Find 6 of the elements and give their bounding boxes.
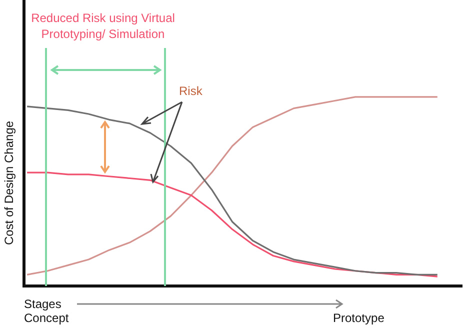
text: Prototype	[333, 311, 385, 325]
text: Reduced Risk using Virtual Prototyping/ Simulation	[31, 11, 175, 41]
text: Concept	[24, 311, 70, 325]
y-axis-title: Cost of Design Change	[2, 120, 16, 246]
annotation: Risk	[179, 84, 204, 98]
x-axis-title: Stages	[24, 297, 62, 311]
